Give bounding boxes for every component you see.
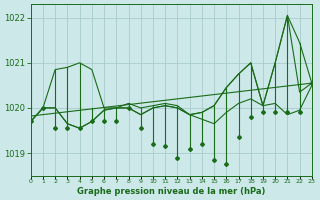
X-axis label: Graphe pression niveau de la mer (hPa): Graphe pression niveau de la mer (hPa): [77, 187, 266, 196]
